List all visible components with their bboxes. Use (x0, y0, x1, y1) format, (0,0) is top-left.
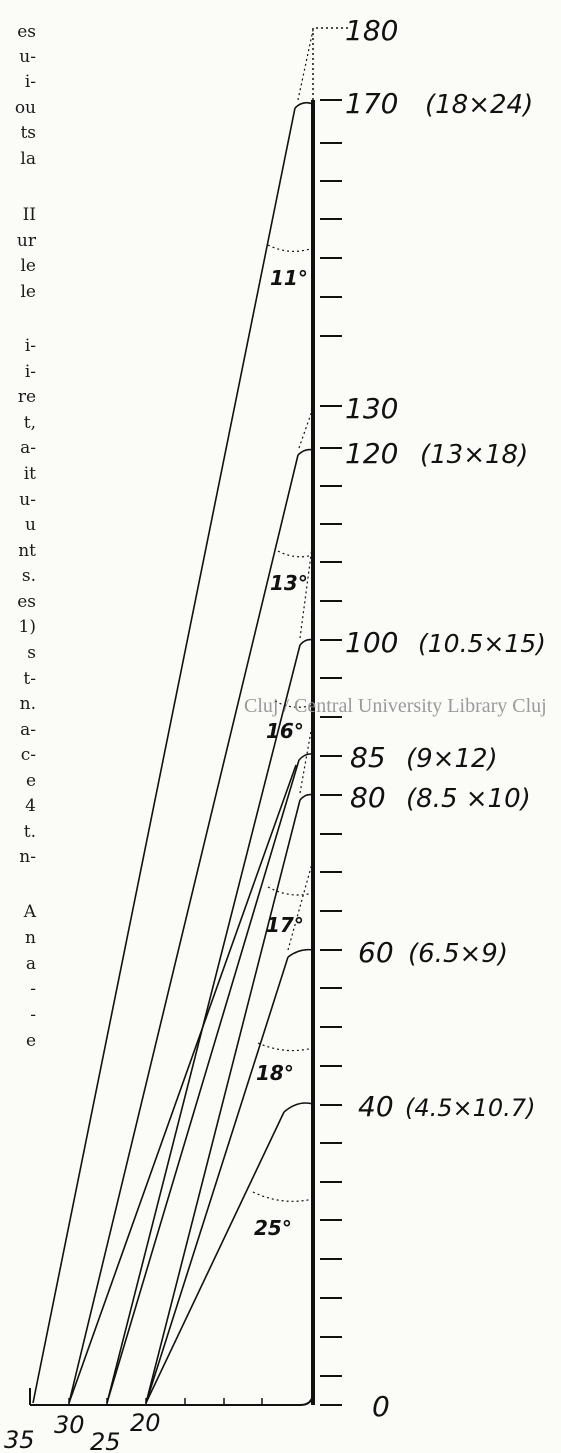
base-label-30: 30 (54, 1411, 85, 1439)
format-label-40: (4.5×10.7) (405, 1094, 535, 1122)
angle-label-11: 11° (270, 266, 308, 290)
base-label-25: 25 (90, 1428, 121, 1453)
text-fragment: A (23, 902, 36, 922)
text-fragment: u- (19, 47, 36, 67)
line-35-170 (32, 107, 296, 1404)
text-fragment: i- (24, 336, 36, 356)
format-label-60: (6.5×9) (408, 939, 508, 969)
text-fragment: a- (20, 720, 36, 740)
text-fragment: t. (23, 822, 36, 842)
arc-100 (299, 638, 314, 646)
arc-120 (297, 448, 314, 456)
text-fragment: c- (20, 745, 36, 765)
angle-label-13: 13° (270, 571, 308, 595)
library-watermark: Cluj / Central University Library Cluj (244, 695, 547, 717)
dotted-construction (252, 29, 314, 1202)
text-fragment: ou (14, 98, 36, 118)
scale-label-85: 85 (350, 741, 386, 774)
format-label-85: (9×12) (406, 744, 498, 774)
angle-label-16: 16° (266, 719, 304, 743)
text-fragment: t, (23, 413, 36, 433)
text-fragment: e (25, 1031, 36, 1051)
text-fragment: it (23, 464, 36, 484)
text-fragment: n. (19, 694, 36, 714)
angle-label-25: 25° (254, 1216, 292, 1240)
line-30-120 (68, 454, 299, 1404)
scale-label-40: 40 (358, 1090, 394, 1123)
baseline (30, 1391, 314, 1406)
base-label-20: 20 (130, 1409, 161, 1437)
text-fragment: i- (24, 72, 36, 92)
scale-ticks (320, 99, 342, 1406)
text-fragment: u- (19, 490, 36, 510)
text-fragment: n- (19, 847, 36, 867)
line-25-85 (106, 759, 300, 1404)
angle-label-17: 17° (266, 913, 304, 937)
line-20-80 (145, 799, 301, 1404)
text-fragment: re (17, 387, 36, 407)
format-label-80: (8.5 ×10) (406, 784, 531, 814)
text-fragment: 4 (25, 796, 36, 816)
text-fragment: a- (20, 438, 36, 458)
text-fragment: - (30, 1005, 36, 1025)
text-fragment: le (20, 282, 37, 302)
text-fragment: II (22, 205, 36, 225)
arc-80 (299, 793, 314, 801)
line-30-85 (68, 764, 297, 1404)
scale-label-130: 130 (345, 392, 398, 425)
text-fragment: ur (16, 231, 36, 251)
line-20-60 (145, 956, 289, 1404)
format-label-120: (13×18) (420, 440, 528, 470)
arc-85 (298, 753, 314, 761)
text-fragment: - (30, 979, 36, 999)
scale-label-180: 180 (345, 14, 398, 47)
format-label-170: (18×24) (425, 90, 533, 120)
text-fragment: u (25, 515, 36, 535)
base-label-35: 35 (4, 1426, 35, 1453)
arc-170 (294, 101, 314, 109)
text-fragment: la (20, 149, 36, 169)
text-fragment: ts (20, 123, 36, 143)
scale-label-170: 170 (345, 87, 398, 120)
text-fragment: le (20, 256, 37, 276)
text-fragment: es (17, 592, 36, 612)
text-fragment: nt (18, 541, 36, 561)
scale-label-100: 100 (345, 626, 398, 659)
line-20-40 (145, 1111, 285, 1404)
text-fragment: e (25, 771, 36, 791)
baseline-ticks (68, 1398, 263, 1405)
scale-label-0: 0 (372, 1390, 390, 1423)
scale-extension (312, 27, 350, 100)
angle-lines (32, 101, 314, 1404)
angle-label-18: 18° (256, 1061, 294, 1085)
scale-label-120: 120 (345, 437, 398, 470)
scale-label-60: 60 (358, 936, 394, 969)
text-fragment: n (25, 928, 36, 948)
text-fragment: s. (21, 566, 36, 586)
text-fragment: t- (23, 669, 36, 689)
format-label-100: (10.5×15) (418, 629, 546, 658)
text-fragment: 1) (18, 617, 36, 637)
text-fragment: es (17, 22, 36, 42)
text-fragment: i- (24, 362, 36, 382)
arc-40 (283, 1102, 314, 1113)
scale-label-80: 80 (350, 781, 386, 814)
text-fragment: a (25, 954, 36, 974)
arc-60 (287, 948, 314, 958)
text-fragment: s (27, 643, 36, 663)
